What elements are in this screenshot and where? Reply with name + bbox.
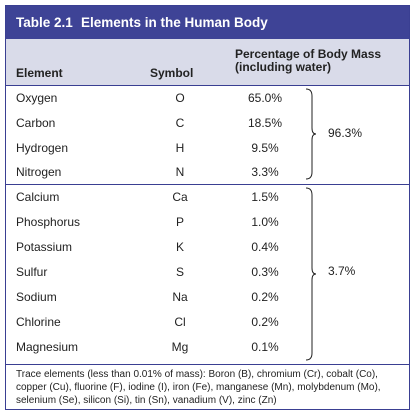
- header-symbol: Symbol: [150, 66, 194, 80]
- table-row: Chlorine Cl 0.2%: [6, 310, 409, 334]
- table-row: Sulfur S 0.3%: [6, 260, 409, 284]
- cell-symbol: H: [175, 141, 185, 155]
- cell-symbol: P: [175, 215, 184, 229]
- table-row: Sodium Na 0.2%: [6, 285, 409, 309]
- table-header: Element Symbol Percentage of Body Mass (…: [6, 39, 409, 86]
- cell-element: Hydrogen: [16, 141, 69, 155]
- cell-percent: 0.1%: [251, 340, 279, 354]
- group-total-major: 96.3%: [328, 126, 363, 140]
- header-element: Element: [16, 66, 63, 80]
- cell-element: Sodium: [16, 290, 57, 304]
- cell-symbol: Cl: [174, 315, 186, 329]
- cell-element: Calcium: [16, 190, 60, 204]
- cell-symbol: N: [175, 165, 185, 179]
- table-title-bar: Table 2.1 Elements in the Human Body: [6, 6, 409, 39]
- table-number: Table 2.1: [16, 15, 73, 30]
- cell-percent: 0.4%: [251, 240, 279, 254]
- table-row: Calcium Ca 1.5%: [6, 185, 409, 209]
- cell-element: Potassium: [16, 240, 73, 254]
- cell-percent: 65.0%: [247, 91, 283, 105]
- group-total-minor: 3.7%: [328, 264, 356, 278]
- cell-percent: 0.3%: [251, 265, 279, 279]
- cell-symbol: S: [175, 265, 184, 279]
- trace-elements-footnote: Trace elements (less than 0.01% of mass)…: [6, 364, 409, 409]
- header-percent: Percentage of Body Mass (including water…: [235, 48, 381, 74]
- group-brace-major: [305, 88, 317, 180]
- cell-element: Carbon: [16, 116, 56, 130]
- cell-percent: 18.5%: [247, 116, 283, 130]
- cell-percent: 1.0%: [251, 215, 279, 229]
- cell-element: Chlorine: [16, 315, 61, 329]
- cell-symbol: K: [175, 240, 184, 254]
- header-percent-line2: (including water): [235, 60, 331, 74]
- table-row: Nitrogen N 3.3%: [6, 160, 409, 184]
- cell-symbol: C: [175, 116, 185, 130]
- cell-element: Magnesium: [16, 340, 79, 354]
- table-title: Elements in the Human Body: [81, 15, 268, 30]
- table-row: Magnesium Mg 0.1%: [6, 335, 409, 359]
- table-row: Potassium K 0.4%: [6, 235, 409, 259]
- table-row: Phosphorus P 1.0%: [6, 210, 409, 234]
- elements-table: Table 2.1 Elements in the Human Body Ele…: [5, 5, 410, 410]
- group-brace-minor: [305, 187, 317, 361]
- cell-percent: 1.5%: [251, 190, 279, 204]
- group-divider: [6, 184, 409, 185]
- table-row: Carbon C 18.5%: [6, 111, 409, 135]
- cell-symbol: Mg: [171, 340, 189, 354]
- cell-element: Sulfur: [16, 265, 48, 279]
- cell-percent: 0.2%: [251, 290, 279, 304]
- cell-element: Phosphorus: [16, 215, 81, 229]
- cell-symbol: O: [175, 91, 185, 105]
- cell-element: Nitrogen: [16, 165, 62, 179]
- table-row: Oxygen O 65.0%: [6, 86, 409, 110]
- cell-percent: 9.5%: [251, 141, 279, 155]
- table-row: Hydrogen H 9.5%: [6, 136, 409, 160]
- cell-percent: 0.2%: [251, 315, 279, 329]
- cell-element: Oxygen: [16, 91, 58, 105]
- header-percent-line1: Percentage of Body Mass: [235, 47, 382, 61]
- cell-symbol: Ca: [172, 190, 188, 204]
- cell-symbol: Na: [172, 290, 188, 304]
- cell-percent: 3.3%: [251, 165, 279, 179]
